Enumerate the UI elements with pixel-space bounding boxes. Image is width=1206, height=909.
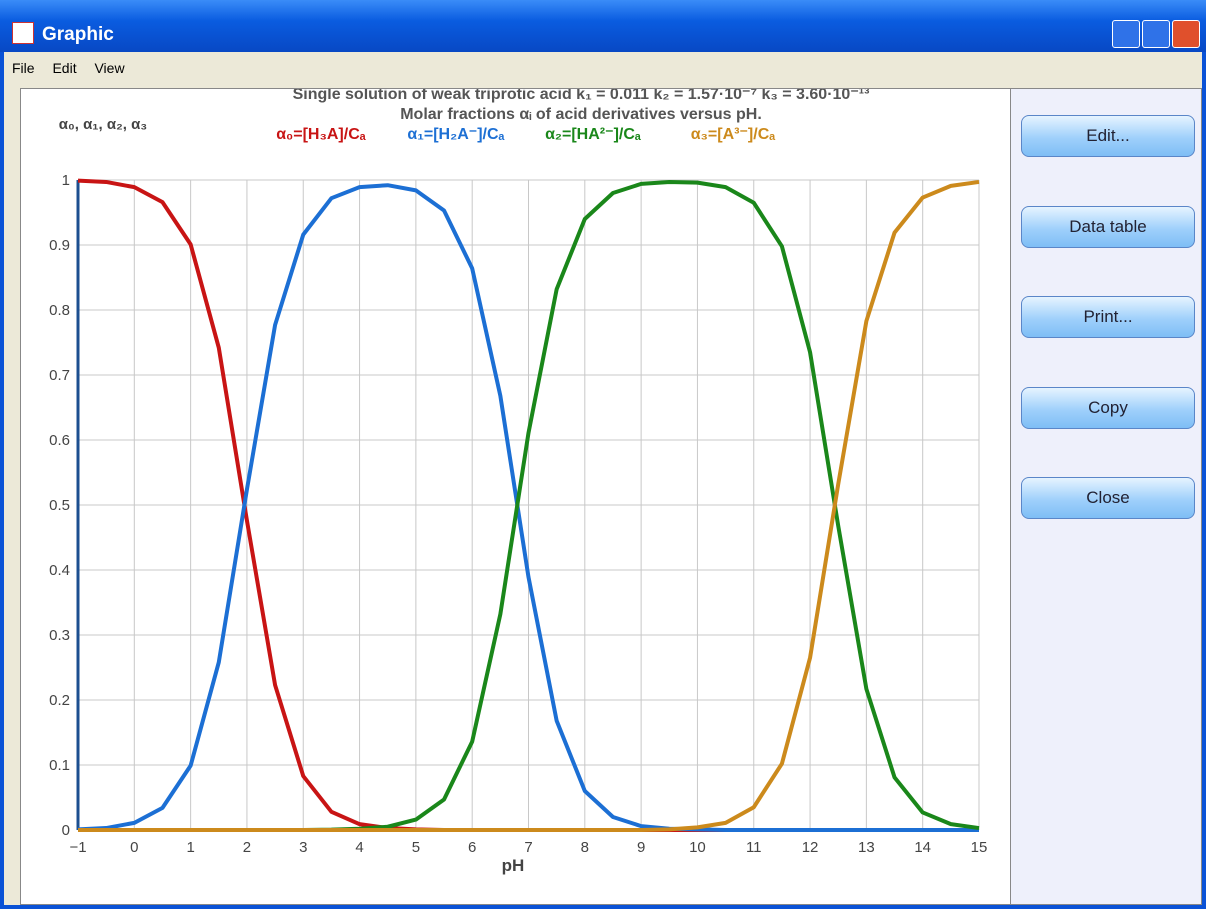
y-tick-label: 0.3 [49,627,70,644]
x-tick-label: 6 [468,839,476,856]
x-tick-label: 3 [299,839,307,856]
chart-subtitle: Molar fractions αᵢ of acid derivatives v… [400,106,762,123]
x-tick-label: 8 [581,839,589,856]
x-tick-label: 11 [746,839,762,856]
button[interactable]: Data table [1021,206,1195,248]
y-tick-label: 0.5 [49,497,70,514]
y-tick-label: 0 [62,822,70,839]
chart-panel: Single solution of weak triprotic acid k… [20,88,1012,905]
button[interactable]: Edit... [1021,115,1195,157]
legend-entry: α₂=[HA²⁻]/Cₐ [545,126,641,143]
x-axis-label: pH [502,856,525,875]
x-tick-label: 15 [971,839,988,856]
close-window-button[interactable] [1172,20,1200,48]
x-tick-label: 13 [858,839,875,856]
chart-title: Single solution of weak triprotic acid k… [293,89,870,103]
x-tick-label: 5 [412,839,420,856]
menu-item[interactable]: View [94,60,124,76]
button[interactable]: Print... [1021,296,1195,338]
y-tick-label: 0.8 [49,302,70,319]
x-tick-label: 12 [802,839,819,856]
menu-item[interactable]: Edit [52,60,76,76]
y-tick-label: 0.2 [49,692,70,709]
legend-entry: α₁=[H₂A⁻]/Cₐ [407,126,504,143]
button-panel: Edit... Data table Print... Copy Close [1010,88,1202,905]
button[interactable]: Copy [1021,387,1195,429]
legend-entry: α₃=[A³⁻]/Cₐ [691,126,776,143]
x-tick-label: 14 [914,839,931,856]
menu-bar: File Edit View [12,60,139,76]
x-tick-label: 2 [243,839,251,856]
x-tick-label: −1 [69,839,86,856]
y-tick-label: 1 [62,172,70,189]
x-tick-label: 10 [689,839,706,856]
x-tick-label: 9 [637,839,645,856]
minimize-button[interactable] [1112,20,1140,48]
y-tick-label: 0.4 [49,562,70,579]
x-tick-label: 4 [355,839,363,856]
x-tick-label: 0 [130,839,138,856]
chart: Single solution of weak triprotic acid k… [21,89,1011,904]
client-area: File Edit View Single solution of weak t… [4,52,1202,905]
title-bar: Graphic [0,0,1206,52]
button[interactable]: Close [1021,477,1195,519]
y-tick-label: 0.9 [49,237,70,254]
app-icon [12,22,34,44]
y-axis-label: α₀, α₁, α₂, α₃ [59,116,148,133]
x-tick-label: 7 [524,839,532,856]
y-tick-label: 0.7 [49,367,70,384]
window: Graphic File Edit View Single solution o… [0,0,1206,909]
y-tick-label: 0.1 [49,757,70,774]
menu-item[interactable]: File [12,60,35,76]
y-tick-label: 0.6 [49,432,70,449]
window-title: Graphic [42,24,114,46]
maximize-button[interactable] [1142,20,1170,48]
legend-entry: α₀=[H₃A]/Cₐ [276,126,366,143]
x-tick-label: 1 [186,839,194,856]
